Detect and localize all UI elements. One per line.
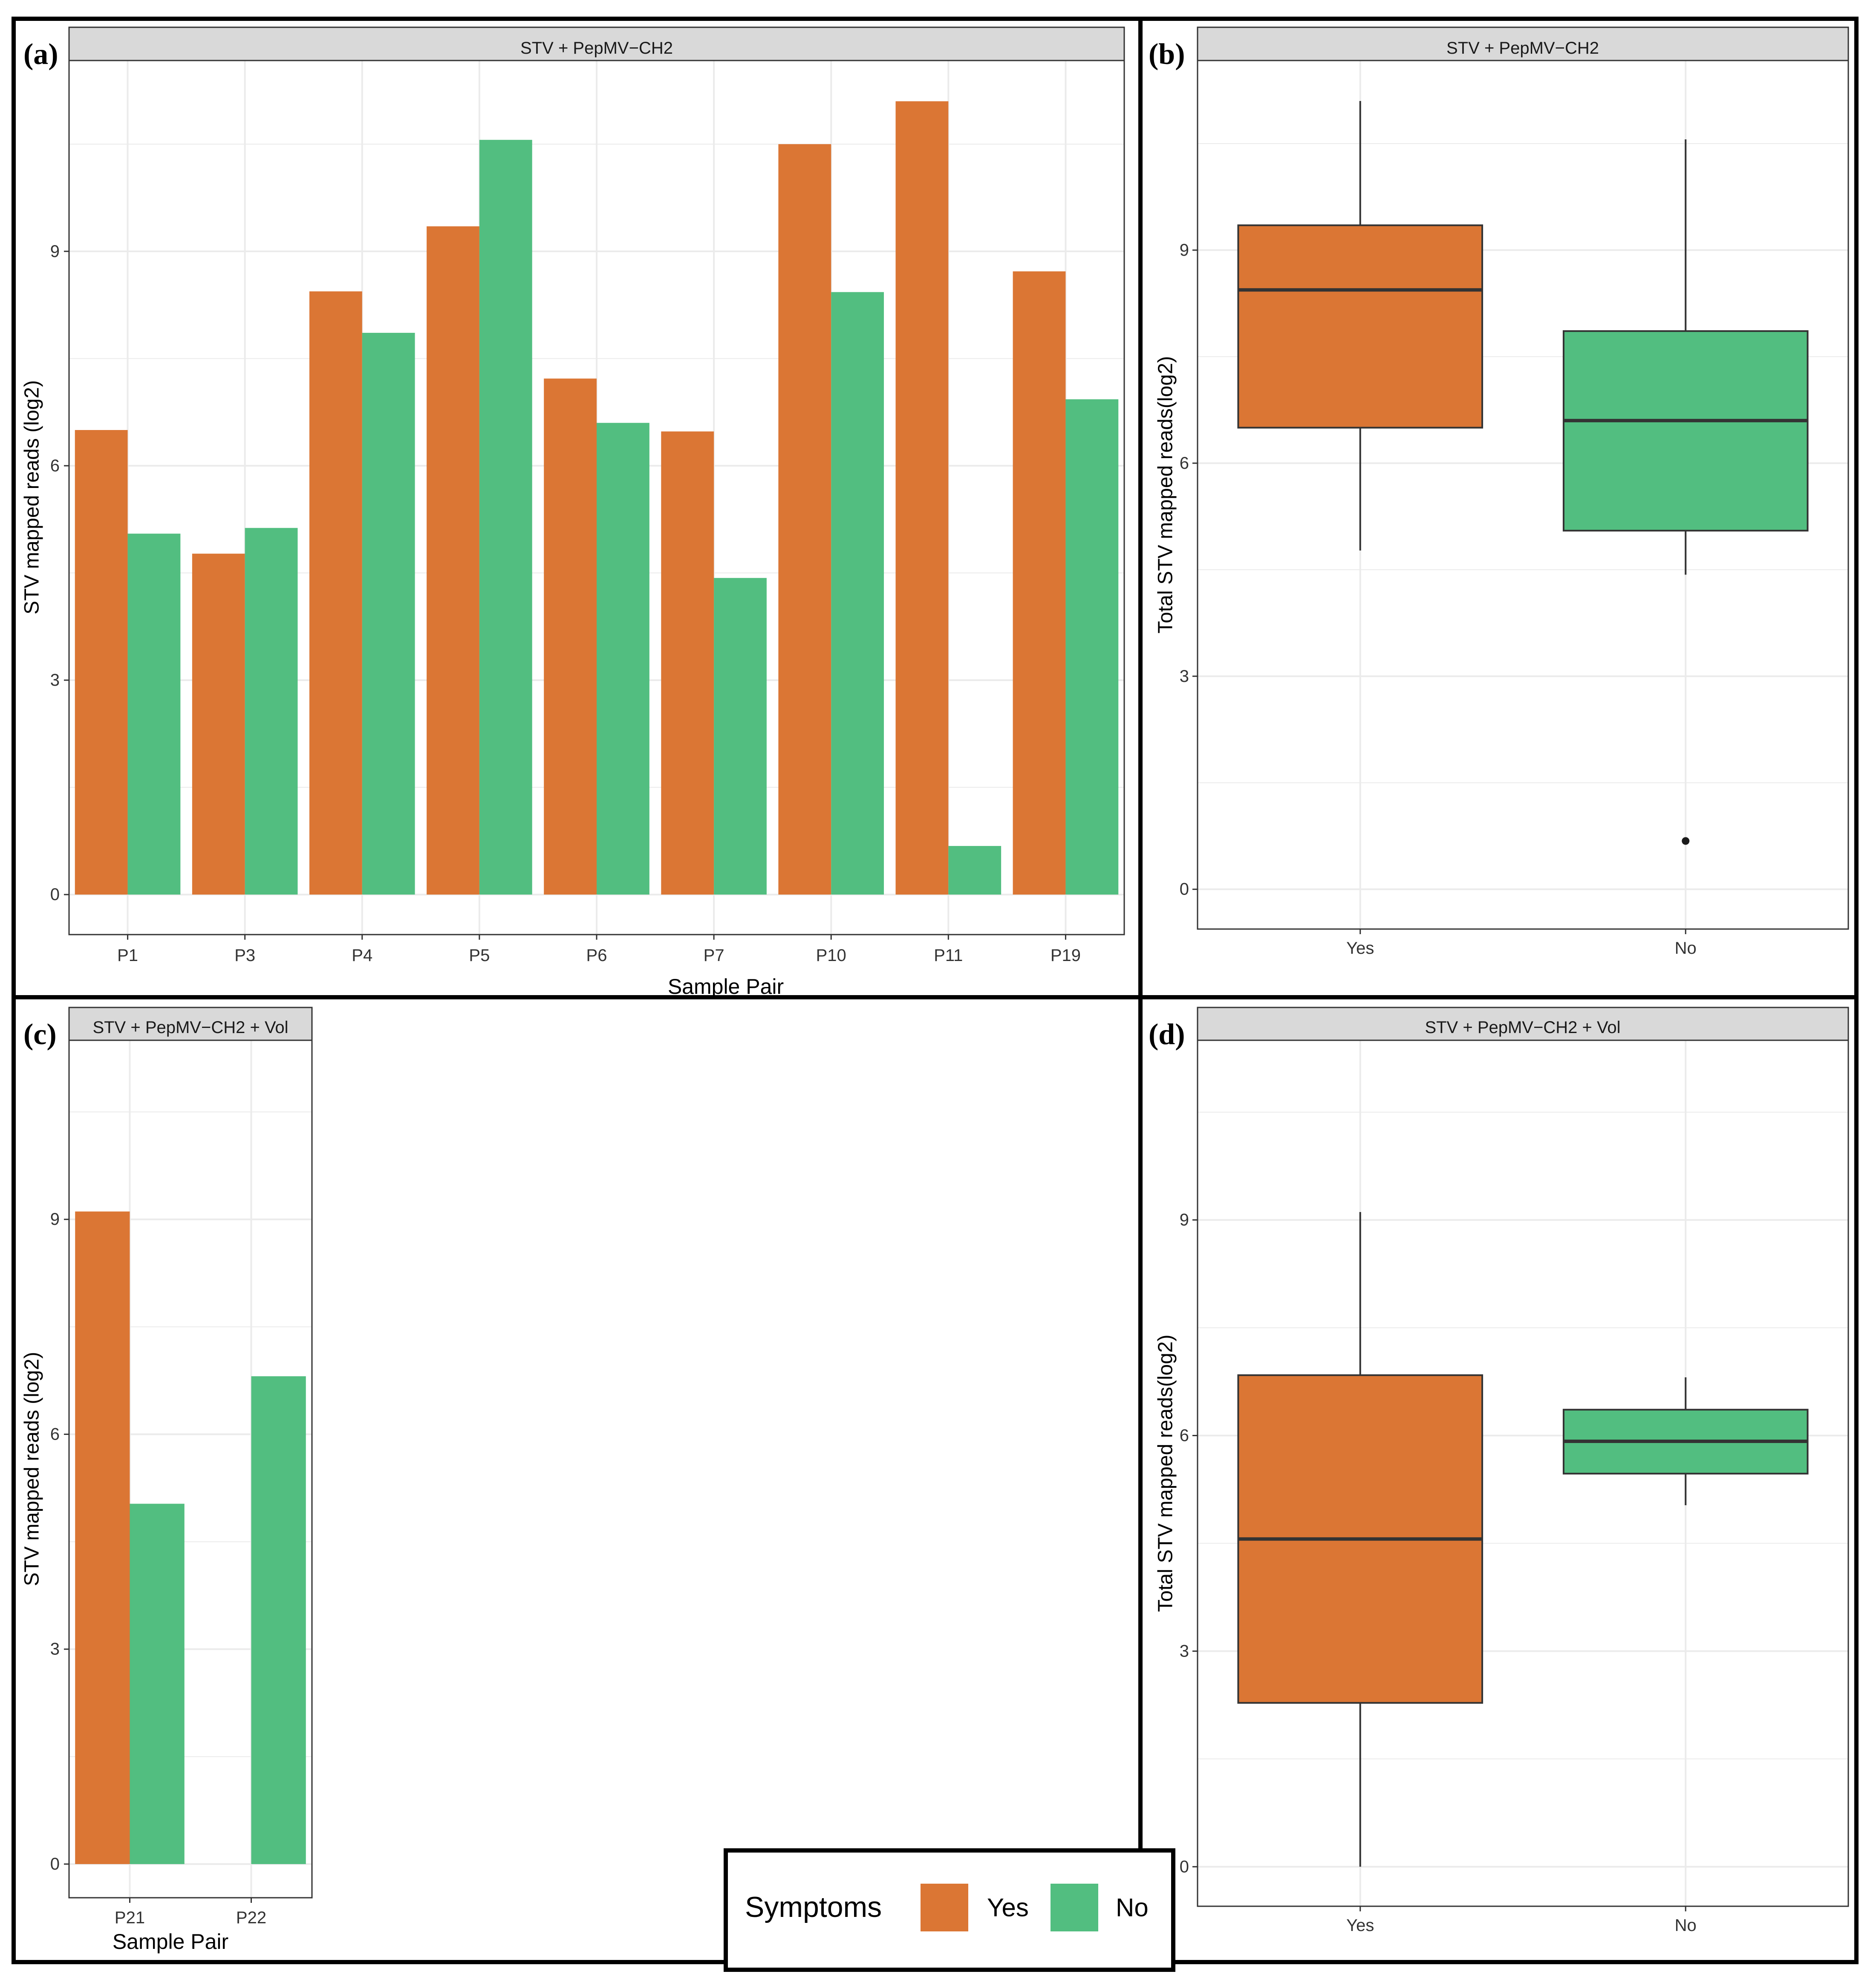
x-tick-label: P6 — [586, 946, 607, 965]
y-tick-label: 0 — [1180, 880, 1189, 899]
panel-d-title: STV + PepMV−CH2 + Vol — [1425, 1018, 1620, 1037]
x-tick-label: P11 — [934, 946, 963, 965]
panel-c-letter: (c) — [23, 1018, 57, 1051]
x-tick-label: P3 — [234, 946, 255, 965]
box-no-outlier — [1682, 837, 1690, 845]
y-tick-label: 9 — [50, 1210, 60, 1229]
panel-a-strip — [68, 26, 1125, 61]
panel-c-plot-border — [68, 1039, 313, 1899]
bar-p4-no — [362, 332, 415, 895]
bar-p11-no — [948, 846, 1001, 895]
y-tick-label: 0 — [50, 885, 60, 904]
panel-c-strip — [68, 1007, 313, 1041]
panel-a-y-axis-label: STV mapped reads (log2) — [21, 380, 43, 615]
bar-p1-yes — [75, 430, 128, 895]
bar-p19-yes — [1013, 271, 1066, 895]
panel-a-plot-border — [68, 60, 1125, 935]
legend-label-yes: Yes — [987, 1893, 1029, 1922]
y-tick-label: 9 — [1180, 1211, 1189, 1229]
y-tick-label: 9 — [50, 242, 60, 261]
bar-p19-no — [1065, 399, 1119, 895]
y-tick-label: 9 — [1180, 241, 1189, 260]
x-tick-label: P19 — [1051, 946, 1081, 965]
x-tick-label: P1 — [117, 946, 138, 965]
panel-b-letter: (b) — [1149, 38, 1185, 71]
legend-title: Symptoms — [745, 1891, 882, 1923]
box-yes-iqr — [1237, 224, 1483, 429]
panel-b-title: STV + PepMV−CH2 — [1446, 39, 1599, 58]
y-tick-label: 6 — [50, 1425, 60, 1443]
y-tick-label: 6 — [1180, 1426, 1189, 1445]
x-tick-label: P21 — [115, 1908, 145, 1927]
y-tick-label: 3 — [1180, 667, 1189, 686]
x-tick-label: P10 — [816, 946, 846, 965]
panel-d-strip — [1197, 1007, 1849, 1041]
panel-b-strip — [1197, 26, 1849, 61]
y-tick-label: 0 — [1180, 1857, 1189, 1876]
bar-p10-yes — [778, 144, 831, 895]
bar-p21-yes — [75, 1211, 130, 1864]
bar-p22-no — [251, 1376, 306, 1864]
panel-d-y-axis-label: Total STV mapped reads(log2) — [1154, 1335, 1177, 1612]
bar-p7-yes — [661, 431, 714, 895]
bar-p3-no — [245, 528, 298, 895]
x-tick-label: Yes — [1346, 1916, 1374, 1935]
x-tick-label: P7 — [704, 946, 724, 965]
bar-p6-yes — [544, 378, 597, 895]
panel-d-plot-border — [1197, 1039, 1849, 1907]
panel-c-x-axis-label: Sample Pair — [113, 1930, 228, 1954]
y-tick-label: 6 — [1180, 454, 1189, 473]
panel-c-y-axis-label: STV mapped reads (log2) — [21, 1352, 43, 1586]
panel-b-plot-border — [1197, 60, 1849, 930]
panel-b-y-axis-label: Total STV mapped reads(log2) — [1154, 356, 1177, 634]
y-tick-label: 3 — [50, 1640, 60, 1659]
bar-p7-no — [714, 578, 767, 895]
bar-p10-no — [831, 292, 884, 895]
panel-a-letter: (a) — [23, 38, 58, 71]
bar-p1-no — [127, 534, 181, 895]
x-tick-label: P22 — [236, 1908, 266, 1927]
bar-p4-yes — [309, 291, 362, 895]
box-no-iqr — [1562, 330, 1809, 532]
bar-p3-yes — [192, 554, 245, 895]
y-tick-label: 0 — [50, 1855, 60, 1873]
legend-key-yes — [921, 1884, 968, 1931]
bar-p6-no — [597, 423, 649, 895]
legend-key-no — [1051, 1884, 1098, 1931]
y-tick-label: 6 — [50, 456, 60, 475]
panel-d-letter: (d) — [1149, 1018, 1185, 1051]
panel-a-title: STV + PepMV−CH2 — [520, 39, 673, 58]
legend-label-no: No — [1116, 1893, 1149, 1922]
bar-p11-yes — [895, 101, 949, 895]
bar-p5-no — [479, 140, 532, 895]
x-tick-label: Yes — [1346, 939, 1374, 958]
bar-p21-no — [130, 1504, 185, 1864]
x-tick-label: P4 — [352, 946, 372, 965]
panel-a-x-axis-label: Sample Pair — [668, 975, 784, 999]
bar-p5-yes — [427, 226, 479, 895]
x-tick-label: No — [1675, 1916, 1697, 1935]
panel-c-title: STV + PepMV−CH2 + Vol — [92, 1018, 288, 1037]
y-tick-label: 3 — [1180, 1642, 1189, 1660]
y-tick-label: 3 — [50, 671, 60, 690]
x-tick-label: P5 — [469, 946, 490, 965]
x-tick-label: No — [1675, 939, 1697, 958]
